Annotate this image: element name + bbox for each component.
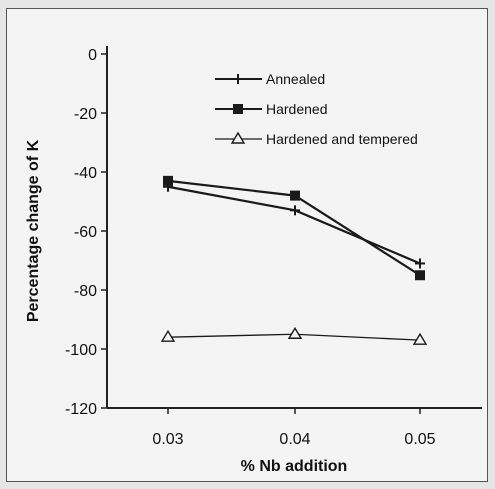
series-hardened — [163, 175, 425, 281]
legend-label: Annealed — [266, 71, 325, 87]
y-tick-label: -60 — [74, 224, 97, 241]
y-tick-label: -20 — [74, 106, 97, 123]
legend-item: Hardened and tempered — [215, 131, 418, 147]
data-point-plus — [290, 205, 300, 216]
legend-item: Hardened — [215, 101, 328, 117]
series-layer — [160, 175, 428, 345]
x-tick-label: 0.04 — [279, 431, 310, 448]
data-point-triangle — [412, 332, 428, 345]
legend-item: Annealed — [215, 71, 325, 87]
data-point-square — [233, 104, 243, 114]
data-point-triangle — [230, 131, 246, 144]
x-ticks: 0.03 0.04 0.05 — [152, 408, 436, 448]
data-point-square — [290, 190, 300, 201]
x-tick-label: 0.05 — [404, 431, 435, 448]
x-axis-title: % Nb addition — [241, 458, 348, 475]
data-point-triangle — [287, 326, 303, 339]
y-tick-label: -120 — [65, 401, 97, 418]
y-tick-label: -40 — [74, 165, 97, 182]
legend-label: Hardened and tempered — [266, 131, 418, 147]
data-point-triangle — [160, 329, 176, 342]
x-tick-label: 0.03 — [152, 431, 183, 448]
y-tick-label: -100 — [65, 342, 97, 359]
data-point-plus — [415, 258, 425, 269]
legend-label: Hardened — [266, 101, 328, 117]
legend: Annealed Hardened Hardened and tempered — [215, 71, 418, 147]
data-point-square — [163, 175, 173, 186]
y-axis-title: Percentage change of K — [25, 139, 42, 322]
y-tick-label: -80 — [74, 283, 97, 300]
data-point-plus — [233, 74, 243, 84]
chart-frame — [6, 8, 488, 482]
series-hardened-and-tempered — [160, 326, 428, 345]
series-annealed — [163, 181, 425, 269]
data-point-square — [415, 270, 425, 281]
y-ticks: 0 -20 -40 -60 -80 -100 -120 — [65, 47, 107, 418]
y-tick-label: 0 — [88, 47, 97, 64]
